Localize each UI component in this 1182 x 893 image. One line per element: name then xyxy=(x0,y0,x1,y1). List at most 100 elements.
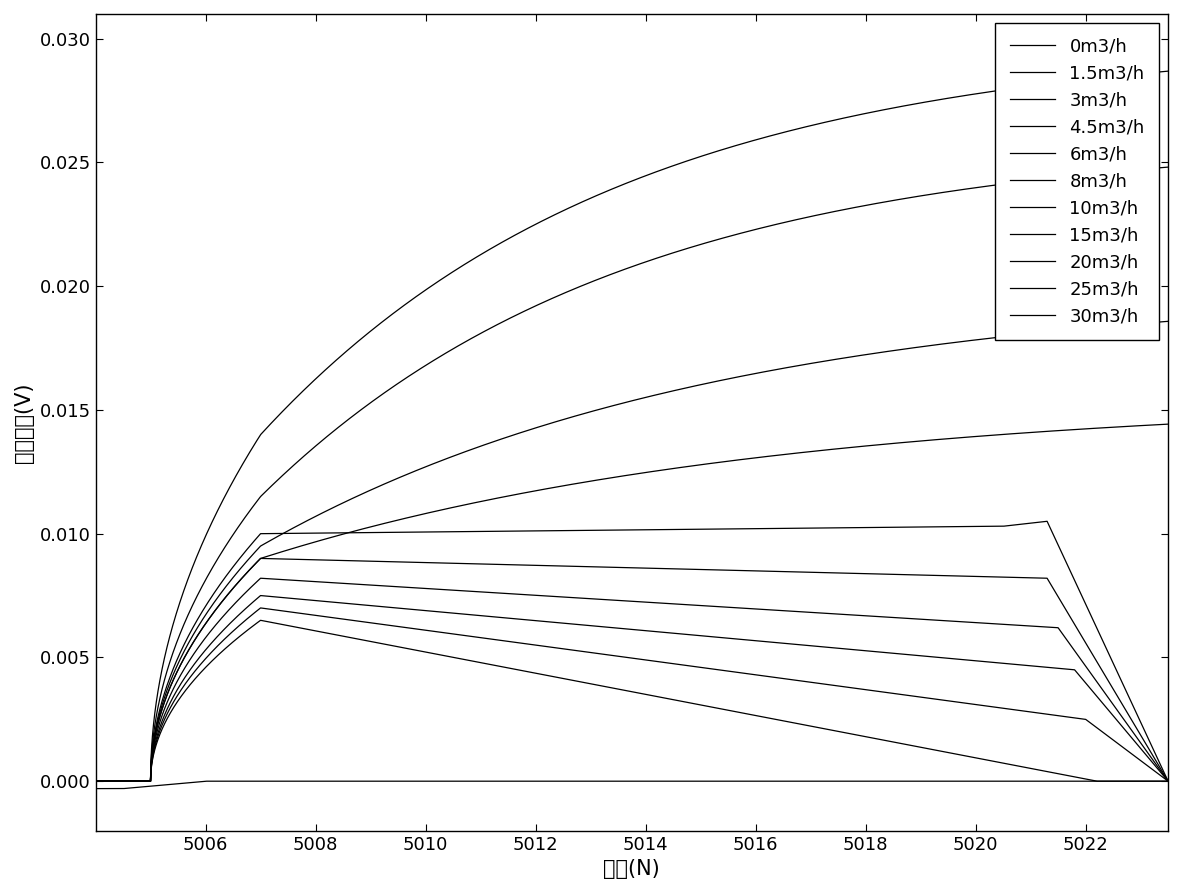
20m3/h xyxy=(1161,316,1175,327)
1.5m3/h xyxy=(732,707,746,718)
3m3/h xyxy=(89,776,103,787)
Line: 0m3/h: 0m3/h xyxy=(96,781,1168,789)
8m3/h xyxy=(89,776,103,787)
4.5m3/h xyxy=(253,590,267,601)
0m3/h xyxy=(199,776,213,787)
15m3/h xyxy=(732,455,746,465)
10m3/h xyxy=(89,776,103,787)
6m3/h xyxy=(284,575,298,586)
8m3/h xyxy=(786,566,800,577)
0m3/h xyxy=(1161,776,1175,787)
4.5m3/h xyxy=(786,638,800,649)
25m3/h xyxy=(499,315,513,326)
20m3/h xyxy=(732,371,746,382)
20m3/h xyxy=(889,345,903,355)
Line: 10m3/h: 10m3/h xyxy=(96,522,1168,781)
4.5m3/h xyxy=(284,593,298,604)
3m3/h xyxy=(970,699,985,710)
8m3/h xyxy=(889,569,903,580)
3m3/h xyxy=(499,636,513,647)
6m3/h xyxy=(732,603,746,613)
30m3/h xyxy=(970,88,985,99)
25m3/h xyxy=(786,215,800,226)
8m3/h xyxy=(732,565,746,576)
8m3/h xyxy=(499,559,513,570)
20m3/h xyxy=(284,524,298,535)
4.5m3/h xyxy=(732,634,746,645)
6m3/h xyxy=(1161,776,1175,787)
1.5m3/h xyxy=(253,615,267,626)
30m3/h xyxy=(889,102,903,113)
1.5m3/h xyxy=(89,776,103,787)
10m3/h xyxy=(1161,776,1175,787)
Line: 20m3/h: 20m3/h xyxy=(96,321,1168,781)
10m3/h xyxy=(1040,516,1054,527)
10m3/h xyxy=(889,522,903,533)
20m3/h xyxy=(970,334,985,345)
25m3/h xyxy=(284,463,298,473)
8m3/h xyxy=(284,554,298,564)
30m3/h xyxy=(732,139,746,150)
30m3/h xyxy=(89,776,103,787)
4.5m3/h xyxy=(499,613,513,623)
4.5m3/h xyxy=(889,648,903,659)
0m3/h xyxy=(284,776,298,787)
15m3/h xyxy=(1161,419,1175,430)
Y-axis label: 信号电压(V): 信号电压(V) xyxy=(14,382,34,463)
10m3/h xyxy=(284,528,298,538)
1.5m3/h xyxy=(499,662,513,672)
3m3/h xyxy=(889,689,903,699)
6m3/h xyxy=(786,606,800,617)
30m3/h xyxy=(499,235,513,246)
Line: 1.5m3/h: 1.5m3/h xyxy=(96,621,1168,781)
3m3/h xyxy=(732,667,746,678)
4.5m3/h xyxy=(89,776,103,787)
Line: 30m3/h: 30m3/h xyxy=(96,71,1168,781)
10m3/h xyxy=(499,526,513,537)
25m3/h xyxy=(89,776,103,787)
0m3/h xyxy=(89,783,103,794)
6m3/h xyxy=(970,617,985,628)
10m3/h xyxy=(786,523,800,534)
20m3/h xyxy=(499,432,513,443)
X-axis label: 点数(N): 点数(N) xyxy=(604,859,661,879)
3m3/h xyxy=(253,603,267,613)
Line: 4.5m3/h: 4.5m3/h xyxy=(96,596,1168,781)
Line: 15m3/h: 15m3/h xyxy=(96,424,1168,781)
25m3/h xyxy=(1161,162,1175,172)
Line: 8m3/h: 8m3/h xyxy=(96,558,1168,781)
6m3/h xyxy=(89,776,103,787)
1.5m3/h xyxy=(284,621,298,631)
4.5m3/h xyxy=(1161,776,1175,787)
25m3/h xyxy=(732,229,746,239)
6m3/h xyxy=(499,588,513,599)
Line: 25m3/h: 25m3/h xyxy=(96,167,1168,781)
Legend: 0m3/h, 1.5m3/h, 3m3/h, 4.5m3/h, 6m3/h, 8m3/h, 10m3/h, 15m3/h, 20m3/h, 25m3/h, 30: 0m3/h, 1.5m3/h, 3m3/h, 4.5m3/h, 6m3/h, 8… xyxy=(995,23,1160,340)
4.5m3/h xyxy=(970,655,985,666)
8m3/h xyxy=(254,553,268,563)
1.5m3/h xyxy=(889,738,903,748)
25m3/h xyxy=(889,195,903,205)
6m3/h xyxy=(889,613,903,623)
0m3/h xyxy=(786,776,800,787)
15m3/h xyxy=(284,544,298,555)
0m3/h xyxy=(970,776,985,787)
Line: 6m3/h: 6m3/h xyxy=(96,579,1168,781)
0m3/h xyxy=(499,776,513,787)
3m3/h xyxy=(786,674,800,685)
8m3/h xyxy=(1161,776,1175,787)
15m3/h xyxy=(499,491,513,502)
25m3/h xyxy=(970,182,985,193)
6m3/h xyxy=(254,573,268,584)
0m3/h xyxy=(732,776,746,787)
15m3/h xyxy=(889,438,903,448)
1.5m3/h xyxy=(786,717,800,728)
20m3/h xyxy=(786,361,800,371)
1.5m3/h xyxy=(1161,776,1175,787)
10m3/h xyxy=(732,523,746,534)
30m3/h xyxy=(786,125,800,136)
15m3/h xyxy=(786,448,800,459)
15m3/h xyxy=(89,776,103,787)
20m3/h xyxy=(89,776,103,787)
15m3/h xyxy=(970,431,985,442)
